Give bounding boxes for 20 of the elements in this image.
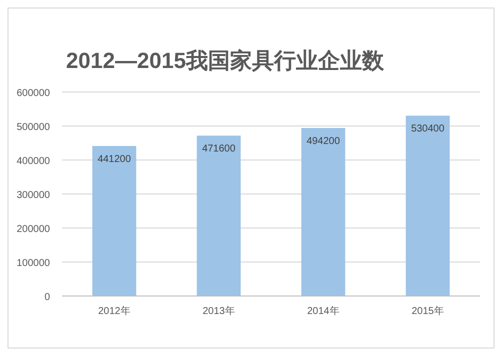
data-label: 471600 (202, 144, 236, 155)
bar (196, 136, 241, 296)
chart-title: 2012—2015我国家具行业企业数 (66, 48, 385, 73)
x-tick-label: 2012年 (98, 305, 130, 317)
y-tick-label: 600000 (16, 88, 50, 99)
y-tick-label: 100000 (16, 258, 50, 269)
y-tick-label: 200000 (16, 224, 50, 235)
y-tick-label: 0 (44, 292, 50, 303)
bar (92, 146, 136, 296)
bar (406, 116, 450, 296)
data-label: 530400 (411, 124, 445, 135)
x-tick-label: 2013年 (202, 305, 235, 317)
y-tick-label: 500000 (16, 122, 50, 133)
data-label: 494200 (306, 136, 340, 147)
x-tick-label: 2014年 (307, 305, 340, 317)
bar (301, 128, 346, 296)
x-tick-label: 2015年 (412, 305, 444, 317)
data-label: 441200 (98, 154, 132, 165)
y-tick-label: 400000 (16, 156, 50, 167)
y-tick-label: 300000 (16, 190, 50, 201)
